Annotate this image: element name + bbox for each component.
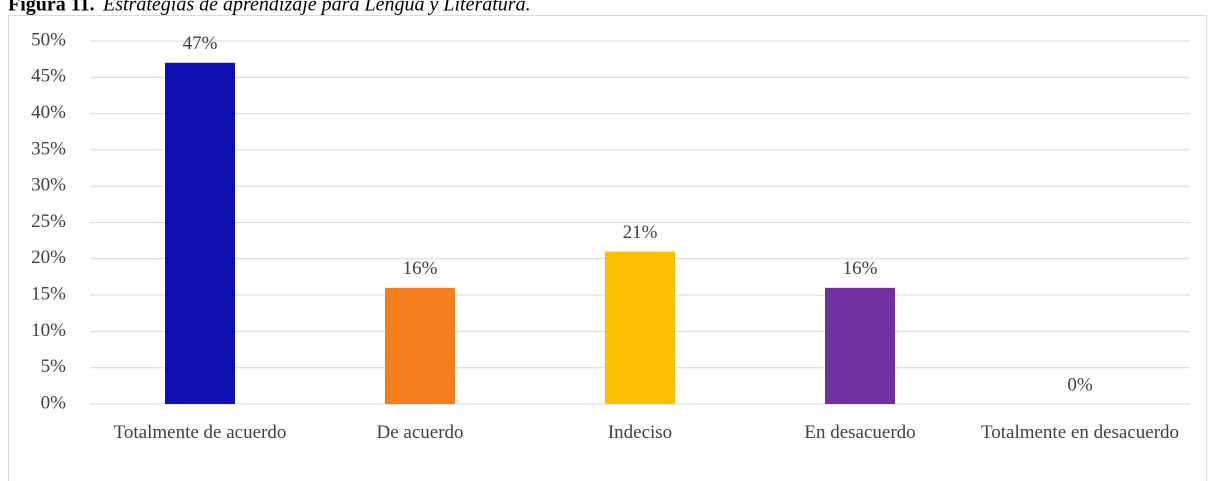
x-tick-label: Totalmente en desacuerdo [980, 422, 1180, 443]
x-tick-label-box: Indeciso [607, 422, 673, 443]
x-tick-label: En desacuerdo [804, 422, 916, 443]
y-tick-label: 5% [41, 356, 67, 377]
y-tick-label: 25% [31, 211, 66, 232]
x-tick-label: De acuerdo [376, 422, 464, 443]
bar [605, 251, 675, 404]
x-tick-label: Indeciso [607, 422, 673, 443]
x-tick-label-box: Totalmente en desacuerdo [980, 422, 1180, 443]
y-tick-label: 10% [31, 320, 66, 341]
y-tick-label: 35% [31, 138, 66, 159]
y-tick-label: 20% [31, 247, 66, 268]
x-tick-label-box: De acuerdo [376, 422, 464, 443]
bar [385, 287, 455, 404]
y-tick-label: 15% [31, 283, 66, 304]
x-tick-label-box: En desacuerdo [804, 422, 916, 443]
y-tick-label: 0% [41, 392, 67, 413]
x-tick-label: Totalmente de acuerdo [113, 422, 287, 443]
chart-title: Estrategias de aprendizaje para Lengua y… [102, 0, 531, 16]
data-label: 16% [403, 258, 438, 279]
y-tick-label: 40% [31, 102, 66, 123]
y-tick-label: 50% [31, 29, 66, 50]
data-label: 0% [1067, 374, 1093, 395]
bar [825, 287, 895, 404]
bar [165, 62, 235, 404]
data-label: 16% [843, 258, 878, 279]
data-label: 21% [623, 222, 658, 243]
x-tick-label-box: Totalmente de acuerdo [113, 422, 287, 443]
chart-frame [8, 15, 1207, 481]
y-tick-label: 30% [31, 175, 66, 196]
y-tick-label: 45% [31, 66, 66, 87]
title-label: Figura 11. [8, 0, 95, 16]
data-label: 47% [183, 33, 218, 54]
